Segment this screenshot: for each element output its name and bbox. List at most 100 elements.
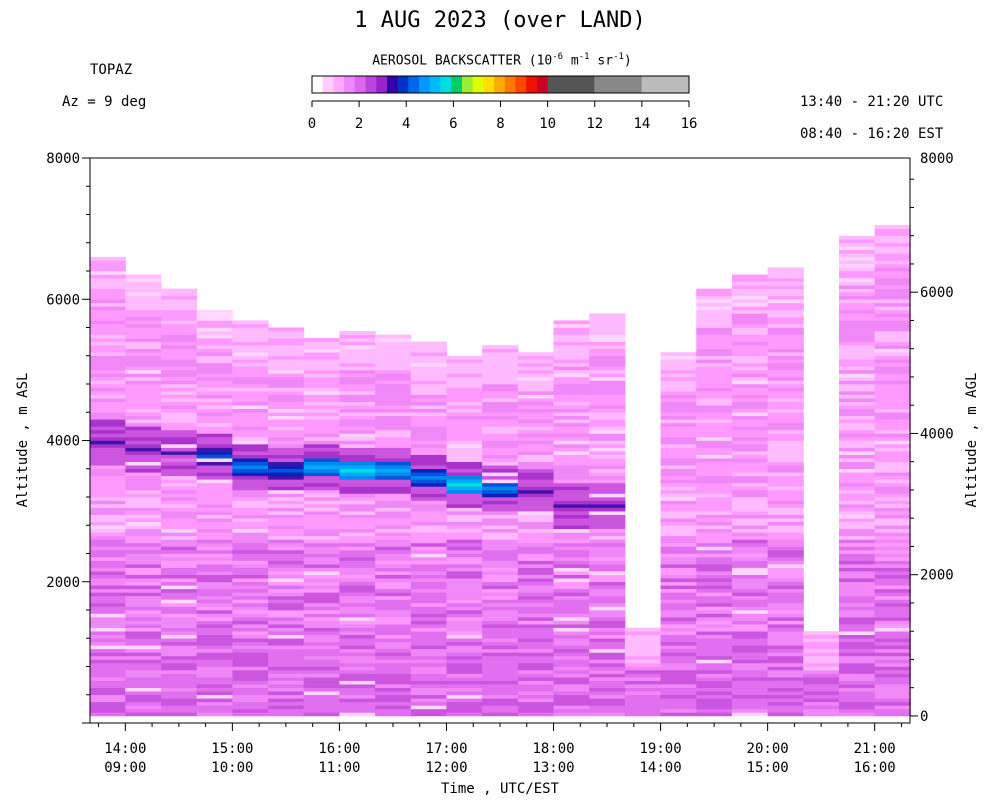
heatmap-cell	[589, 489, 626, 494]
heatmap-cell	[838, 281, 876, 286]
heatmap-cell	[803, 645, 840, 650]
heatmap-cell	[161, 482, 198, 487]
heatmap-cell	[838, 461, 876, 466]
heatmap-cell	[731, 592, 769, 597]
heatmap-cell	[838, 673, 876, 678]
heatmap-cell	[731, 708, 769, 713]
heatmap-cell	[874, 528, 911, 533]
heatmap-cell	[303, 662, 340, 667]
heatmap-cell	[553, 599, 590, 604]
heatmap-cell	[125, 384, 162, 388]
heatmap-cell	[660, 592, 697, 597]
heatmap-cell	[125, 701, 162, 706]
heatmap-cell	[125, 422, 162, 427]
heatmap-cell	[874, 398, 911, 402]
colorbar-frame	[311, 75, 690, 94]
heatmap-cell	[339, 433, 376, 438]
heatmap-cell	[482, 620, 519, 625]
heatmap-cell	[375, 419, 412, 424]
heatmap-cell	[517, 627, 555, 632]
heatmap-cell	[89, 504, 126, 508]
heatmap-cell	[268, 504, 305, 508]
heatmap-cell	[89, 408, 126, 413]
heatmap-cell	[731, 539, 769, 544]
heatmap-cell	[696, 588, 733, 593]
heatmap-cell	[446, 585, 483, 590]
heatmap-cell	[553, 366, 590, 371]
heatmap-cell	[517, 415, 555, 420]
heatmap-cell	[161, 521, 198, 526]
heatmap-cell	[553, 408, 590, 413]
heatmap-cell	[517, 581, 555, 586]
heatmap-cell	[125, 627, 162, 632]
heatmap-cell	[517, 677, 555, 681]
heatmap-cell	[303, 705, 340, 710]
heatmap-cell	[268, 338, 305, 342]
heatmap-cell	[482, 705, 519, 710]
heatmap-cell	[874, 518, 911, 523]
heatmap-cell	[125, 528, 162, 533]
heatmap-cell	[517, 359, 555, 364]
heatmap-cell	[696, 634, 733, 639]
heatmap-cell	[874, 331, 911, 335]
heatmap-cell	[874, 645, 911, 650]
heatmap-cell	[553, 525, 590, 530]
heatmap-cell	[89, 398, 126, 402]
heatmap-cell	[375, 475, 412, 480]
heatmap-cell	[446, 532, 483, 537]
heatmap-cell	[482, 429, 519, 434]
heatmap-cell	[767, 585, 804, 590]
heatmap-cell	[660, 634, 697, 639]
heatmap-cell	[553, 680, 590, 685]
heatmap-cell	[161, 602, 198, 607]
heatmap-cell	[303, 571, 340, 575]
heatmap-cell	[517, 553, 555, 558]
colorbar-swatch	[440, 76, 452, 93]
heatmap-cell	[268, 546, 305, 551]
heatmap-cell	[375, 415, 412, 420]
profile-column	[624, 627, 662, 717]
heatmap-cell	[375, 574, 412, 579]
heatmap-cell	[696, 532, 733, 537]
heatmap-cell	[339, 708, 376, 713]
colorbar-tick-label: 2	[355, 116, 363, 132]
heatmap-cell	[874, 348, 911, 353]
heatmap-cell	[89, 320, 126, 325]
heatmap-cell	[196, 535, 233, 540]
heatmap-cell	[232, 712, 269, 717]
heatmap-cell	[838, 454, 876, 459]
heatmap-cell	[767, 271, 804, 275]
heatmap-cell	[196, 539, 233, 544]
heatmap-cell	[696, 408, 733, 413]
heatmap-cell	[589, 567, 626, 572]
heatmap-cell	[161, 687, 198, 692]
heatmap-cell	[232, 571, 269, 575]
heatmap-cell	[589, 451, 626, 455]
x-tick-label-est: 09:00	[104, 760, 146, 776]
heatmap-cell	[660, 422, 697, 427]
heatmap-cell	[268, 698, 305, 703]
heatmap-cell	[339, 341, 376, 346]
heatmap-cell	[161, 553, 198, 558]
heatmap-cell	[767, 288, 804, 293]
heatmap-cell	[731, 465, 769, 470]
heatmap-cell	[161, 440, 198, 445]
heatmap-cell	[517, 352, 555, 357]
heatmap-cell	[268, 712, 305, 717]
heatmap-cell	[517, 436, 555, 441]
heatmap-cell	[874, 285, 911, 289]
heatmap-cell	[446, 691, 483, 696]
heatmap-cell	[232, 585, 269, 590]
heatmap-cell	[553, 461, 590, 466]
heatmap-cell	[196, 348, 233, 353]
heatmap-cell	[553, 345, 590, 349]
heatmap-cell	[89, 482, 126, 487]
heatmap-cell	[517, 514, 555, 519]
heatmap-cell	[232, 694, 269, 699]
heatmap-cell	[268, 613, 305, 618]
heatmap-cell	[517, 670, 555, 674]
heatmap-cell	[660, 567, 697, 572]
heatmap-cell	[303, 549, 340, 554]
heatmap-cell	[125, 592, 162, 597]
heatmap-cell	[375, 670, 412, 674]
